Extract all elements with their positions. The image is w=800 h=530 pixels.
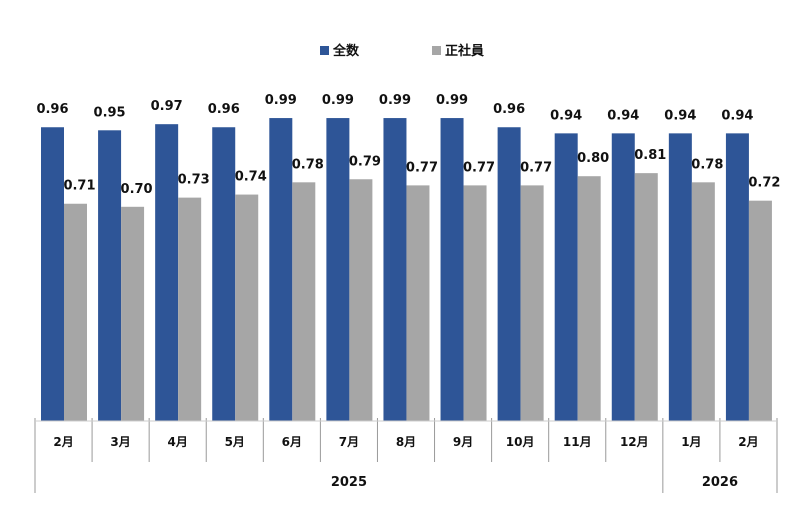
data-label-regular: 0.77 [406, 160, 438, 175]
x-tick-label: 2月 [53, 435, 73, 449]
data-label-all: 0.95 [94, 105, 126, 120]
x-tick-label: 12月 [620, 435, 649, 449]
legend: 全数 正社員 [320, 43, 484, 59]
bar-all [212, 127, 236, 422]
bar-all [155, 124, 179, 422]
x-tick-label: 10月 [506, 435, 535, 449]
data-label-regular: 0.78 [292, 157, 324, 172]
data-label-regular: 0.70 [121, 182, 153, 197]
data-label-regular: 0.79 [349, 154, 381, 169]
bar-regular [520, 185, 544, 421]
bar-all [725, 133, 749, 422]
bar-all [383, 118, 407, 421]
data-label-regular: 0.81 [634, 148, 666, 163]
bar-regular [748, 200, 772, 421]
bar-all [611, 133, 635, 422]
bar-all [440, 118, 464, 421]
x-tick-label: 9月 [453, 435, 473, 449]
data-label-all: 0.96 [36, 102, 68, 117]
bar-regular [691, 182, 715, 421]
data-label-all: 0.99 [379, 93, 411, 108]
bar-regular [349, 179, 373, 421]
bar-regular [121, 206, 145, 421]
bar-all [326, 118, 350, 421]
legend-label-regular: 正社員 [445, 43, 484, 59]
bar-regular [235, 194, 259, 421]
data-label-regular: 0.72 [748, 176, 780, 191]
data-label-regular: 0.77 [463, 160, 495, 175]
data-label-all: 0.94 [550, 108, 582, 123]
bar-regular [178, 197, 202, 421]
bar-regular [577, 176, 601, 421]
bar-regular [463, 185, 487, 421]
year-label: 2026 [702, 475, 738, 490]
data-label-regular: 0.77 [520, 160, 552, 175]
x-tick-label: 2月 [738, 435, 758, 449]
bar-all [98, 130, 122, 422]
data-label-regular: 0.80 [577, 151, 609, 166]
x-tick-label: 3月 [110, 435, 130, 449]
data-label-regular: 0.73 [178, 173, 210, 188]
x-tick-label: 1月 [681, 435, 701, 449]
year-label: 2025 [331, 475, 367, 490]
legend-swatch-regular [432, 46, 441, 55]
legend-swatch-all [320, 46, 329, 55]
bar-regular [406, 185, 430, 421]
x-tick-label: 8月 [396, 435, 416, 449]
x-tick-label: 11月 [563, 435, 592, 449]
x-tick-label: 4月 [168, 435, 188, 449]
data-label-all: 0.94 [664, 108, 696, 123]
x-tick-label: 6月 [282, 435, 302, 449]
data-label-regular: 0.78 [691, 157, 723, 172]
bar-all [554, 133, 578, 422]
data-label-all: 0.96 [208, 102, 240, 117]
data-label-all: 0.94 [721, 108, 753, 123]
data-label-all: 0.99 [322, 93, 354, 108]
x-tick-label: 5月 [225, 435, 245, 449]
legend-label-all: 全数 [332, 43, 360, 59]
data-label-all: 0.97 [151, 99, 183, 114]
data-label-all: 0.94 [607, 108, 639, 123]
data-label-all: 0.99 [265, 93, 297, 108]
data-label-all: 0.96 [493, 102, 525, 117]
bar-regular [634, 173, 658, 421]
bar-all [269, 118, 293, 421]
data-label-all: 0.99 [436, 93, 468, 108]
data-label-regular: 0.71 [63, 179, 95, 194]
data-label-regular: 0.74 [235, 170, 267, 185]
bar-regular [292, 182, 316, 421]
bar-all [497, 127, 521, 422]
bar-regular [64, 203, 87, 421]
bar-all [41, 127, 64, 422]
x-tick-label: 7月 [339, 435, 359, 449]
bar-all [668, 133, 692, 422]
